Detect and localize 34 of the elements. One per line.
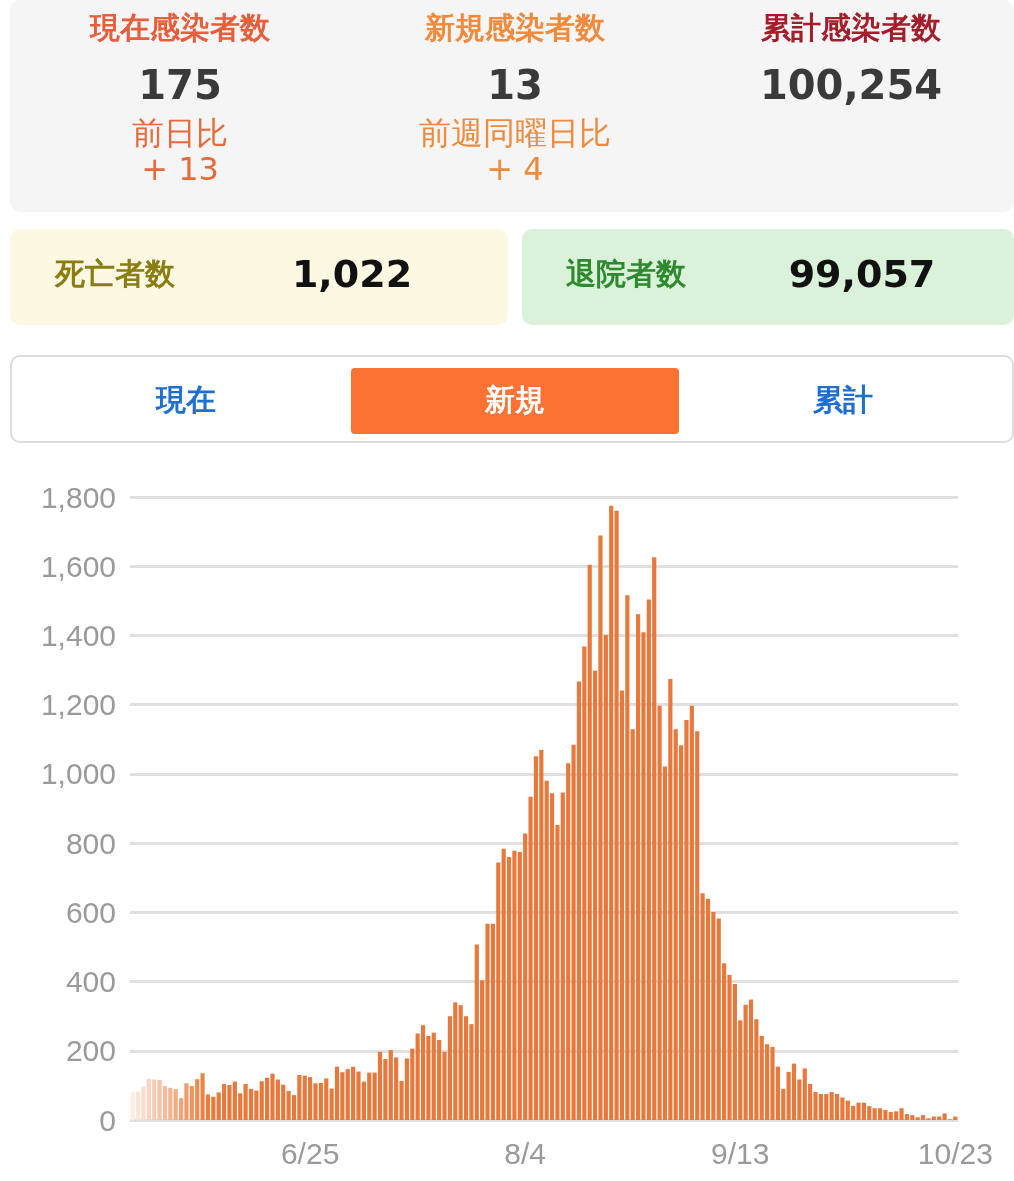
bar (834, 1094, 840, 1120)
bar (420, 1025, 426, 1120)
text: 新規 (484, 381, 546, 419)
text: 現在 (154, 381, 217, 419)
text: 死亡者数 (55, 256, 175, 291)
x-tick-label: 10/23 (917, 1136, 993, 1170)
bar (377, 1051, 383, 1120)
y-tick-label: 0 (99, 1103, 116, 1137)
y-tick-label: 600 (65, 895, 116, 929)
text: 100,254 (758, 62, 944, 108)
text: 99,057 (788, 252, 936, 296)
text: 13 (486, 62, 544, 108)
y-tick-label: 400 (65, 965, 116, 999)
x-tick-label: 8/4 (504, 1136, 547, 1170)
y-tick-label: 1,400 (40, 618, 116, 652)
text: 累計感染者数 (760, 9, 942, 47)
x-tick-label: 9/13 (711, 1136, 770, 1170)
text: 累計 (812, 381, 874, 419)
y-tick-label: 1,200 (40, 688, 116, 722)
bar (248, 1088, 254, 1120)
text: 退院者数 (566, 256, 686, 291)
text: 175 (137, 62, 223, 108)
y-tick-label: 200 (65, 1034, 116, 1068)
text: 現在感染者数 (88, 9, 271, 47)
y-tick-label: 1,000 (40, 757, 116, 791)
text: 1,022 (291, 252, 413, 296)
y-tick-label: 1,600 (40, 549, 116, 583)
bar (334, 1066, 340, 1120)
y-tick-label: 1,800 (40, 480, 116, 514)
bar (791, 1063, 797, 1120)
text: 新規感染者数 (424, 9, 606, 47)
y-tick-label: 800 (65, 826, 116, 860)
x-tick-label: 6/25 (280, 1136, 340, 1170)
bar (748, 999, 754, 1120)
